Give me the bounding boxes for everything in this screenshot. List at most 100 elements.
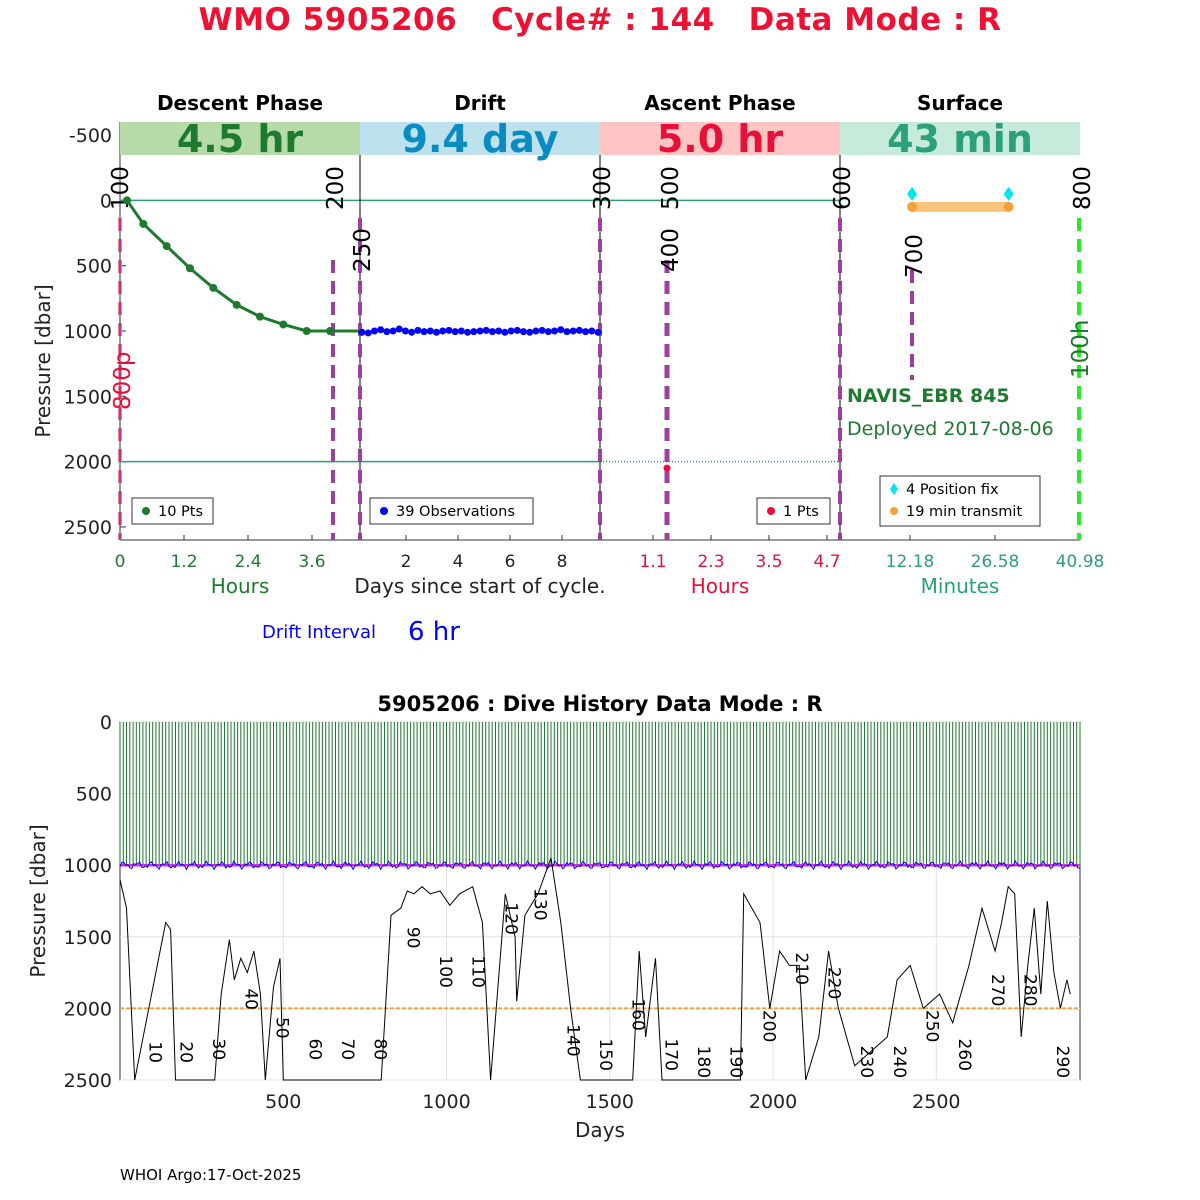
drift-point [433,328,441,336]
x-axis-label: Hours [211,574,270,598]
cycle-label: 270 [987,974,1007,1006]
cycle-label: 10 [144,1041,164,1063]
y-tick-label: 2500 [64,1070,112,1092]
y-tick-label: 500 [76,784,112,806]
cycle-label: 230 [856,1046,876,1078]
legend-marker [767,507,775,515]
cycle-label: 30 [208,1038,228,1060]
phase-band [120,122,360,155]
drift-point [507,327,515,335]
cycle-label: 110 [468,955,488,987]
drift-point [544,328,552,336]
cycle-label: 290 [1052,1046,1072,1078]
drift-point [420,328,428,336]
x-tick-label: 1000 [422,1091,470,1113]
cycle-label: 260 [954,1038,974,1070]
drift-point [457,327,465,335]
legend-text: 1 Pts [783,504,819,520]
descent-point [209,283,218,292]
cycle-label: 150 [595,1038,615,1070]
y-tick-label: 2000 [64,998,112,1020]
x-tick-label: 3.6 [298,552,325,572]
y-axis-label: Pressure [dbar] [26,824,50,977]
legend-box [879,475,1041,527]
side-label-left: 800p [110,352,136,411]
drift-interval-value: 6 hr [408,617,460,647]
cycle-label: 280 [1019,974,1039,1006]
x-tick-label: 500 [265,1091,301,1113]
descent-point [139,219,148,228]
x-tick-label: 2.3 [697,552,724,572]
x-tick-label: 40.98 [1056,552,1105,572]
y-tick-label: 1500 [64,386,112,408]
drift-point [470,328,478,336]
legend-text: 39 Observations [396,504,515,520]
profile-depth-line [119,857,1071,1081]
y-tick-label: 0 [100,712,112,734]
drift-point [569,327,577,335]
drift-point [519,328,527,336]
descent-point [232,300,241,309]
drift-point [408,328,416,336]
drift-point [532,327,540,335]
cycle-label: 60 [304,1038,324,1060]
cycle-label: 200 [758,1010,778,1042]
y-tick-label: 1000 [64,321,112,343]
drift-point [364,329,372,337]
drift-point [383,328,391,336]
x-tick-label: 3.5 [755,552,782,572]
y-tick-label: 1500 [64,927,112,949]
marker-label: 500 [658,166,684,210]
ascent-point [663,464,671,472]
descent-point [186,264,194,273]
drift-point [389,327,397,335]
marker-label: 600 [830,166,856,210]
x-tick-label: 0 [115,552,126,572]
float-model: NAVIS_EBR 845 [847,385,1010,407]
surface-legend: 4 Position fix 19 min transmit [879,475,1041,527]
descent-point [162,242,171,251]
drift-point [426,327,434,335]
y-tick-label: -500 [69,125,112,147]
y-tick-label: 2500 [64,517,112,539]
x-tick-label: 4.7 [813,552,840,572]
drift-point [358,328,366,336]
x-tick-label: 6 [505,552,516,572]
legend-text: 19 min transmit [906,504,1022,520]
cycle-label: 190 [726,1046,746,1078]
marker-label: 200 [323,166,349,210]
cycle-label: 130 [530,888,550,920]
cycle-label: 100 [435,955,455,987]
drift-point [414,326,422,334]
cycle-label: 170 [660,1038,680,1070]
cycle-profile-chart: -500 0 500 1000 1500 2000 2500 Pressure [dbar] D… [31,91,1104,647]
drift-point [501,328,509,336]
phase-duration: 43 min [887,117,1033,161]
x-tick-label: 2000 [749,1091,797,1113]
x-tick-label: 1.2 [170,552,197,572]
drift-point [495,327,503,335]
x-tick-label: 26.58 [971,552,1020,572]
drift-point [476,327,484,335]
cycle-label: 220 [824,967,844,999]
cycle-label: 90 [402,927,422,949]
y-axis-label: Pressure [dbar] [31,284,55,437]
x-tick-label: 2500 [912,1091,960,1113]
y-tick-label: 2000 [64,452,112,474]
y-tick-label: 500 [76,256,112,278]
drift-point [464,328,472,336]
deploy-date: Deployed 2017-08-06 [847,418,1054,440]
legend-marker [890,507,898,515]
legend-text: 4 Position fix [906,482,999,498]
phase-band [600,122,840,155]
drift-pressure-line [119,859,1081,871]
cycle-label: 20 [175,1041,195,1063]
x-tick-label: 4 [453,552,464,572]
drift-point [451,328,459,336]
profile-spikes [119,722,1081,866]
position-fix-marker [1003,186,1014,201]
x-tick-label: 8 [557,552,568,572]
descent-point [279,320,288,329]
